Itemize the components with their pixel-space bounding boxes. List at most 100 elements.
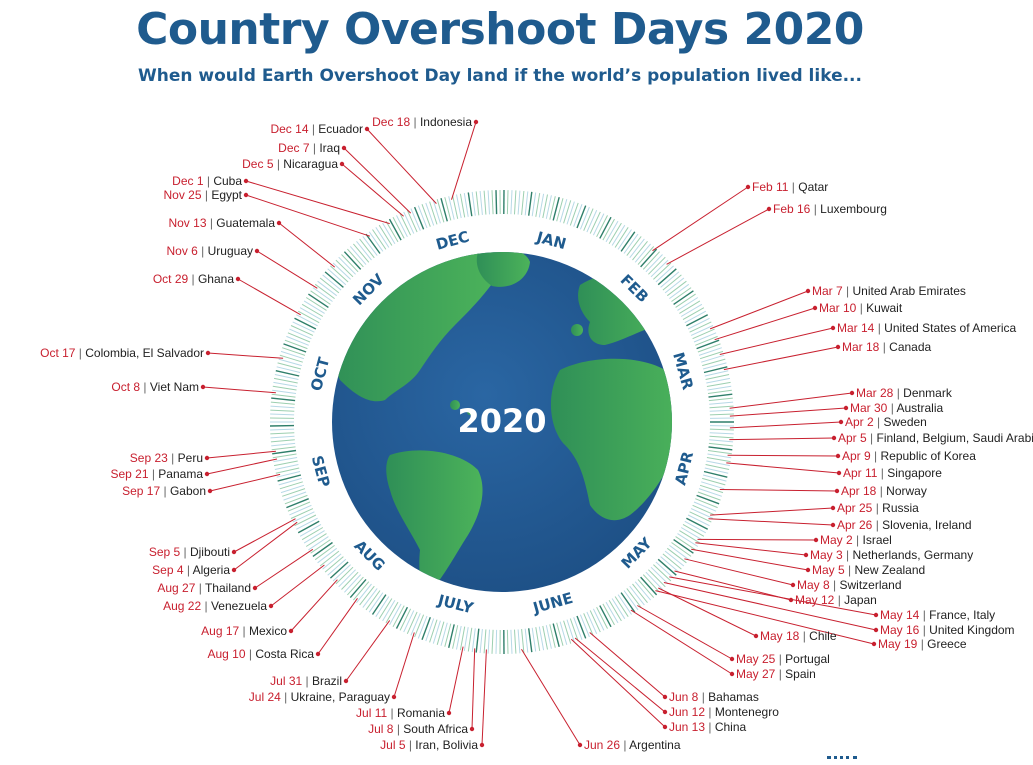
day-tick [456, 194, 462, 219]
country-name: Indonesia [419, 115, 472, 129]
day-tick [698, 488, 722, 497]
overshoot-date: May 5 [812, 563, 845, 577]
day-tick [702, 358, 726, 367]
day-tick [463, 627, 469, 651]
day-tick [284, 339, 308, 350]
day-tick [686, 517, 709, 530]
country-label: Sep 5 | Djibouti [149, 544, 230, 560]
overshoot-date: May 27 [736, 667, 776, 681]
day-tick [365, 590, 381, 611]
overshoot-date: Aug 27 [157, 581, 196, 595]
country-label: Nov 13 | Guatemala [168, 215, 275, 231]
leader-dot [805, 288, 811, 294]
day-tick [356, 240, 372, 261]
day-tick [344, 574, 362, 593]
country-name: Brazil [311, 674, 342, 688]
day-tick [270, 435, 295, 439]
country-name: Chile [809, 629, 837, 643]
label-separator: | [872, 518, 883, 532]
day-tick [675, 293, 696, 308]
day-tick [395, 606, 409, 629]
country-label: May 25 | Portugal [736, 651, 830, 667]
leader-dot [469, 726, 475, 732]
country-name: Finland, Belgium, Saudi Arabia [876, 431, 1033, 445]
leader-lines [200, 119, 879, 748]
day-tick [538, 626, 545, 651]
country-name: Slovenia, Ireland [882, 518, 972, 532]
day-tick [623, 233, 639, 254]
day-tick [669, 544, 690, 561]
label-separator: | [842, 284, 853, 298]
day-tick [459, 626, 466, 651]
day-tick [347, 248, 364, 268]
country-label: Nov 6 | Uruguay [166, 243, 253, 259]
day-tick [378, 224, 393, 246]
overshoot-date: May 2 [820, 533, 853, 547]
leader-line [723, 346, 839, 371]
day-tick [403, 610, 415, 633]
country-name: Ecuador [318, 122, 363, 136]
day-tick [602, 603, 615, 626]
label-separator: | [410, 115, 420, 129]
overshoot-date: Nov 25 [163, 188, 202, 202]
overshoot-date: Mar 14 [837, 321, 875, 335]
leader-line [270, 564, 325, 607]
label-separator: | [206, 216, 217, 230]
country-label: Dec 5 | Nicaragua [242, 156, 338, 172]
day-tick [353, 243, 370, 263]
day-tick [626, 588, 642, 608]
leader-dot [835, 453, 841, 459]
day-tick [375, 227, 390, 248]
day-tick [510, 190, 513, 215]
day-tick [327, 558, 347, 576]
label-separator: | [788, 180, 799, 194]
label-separator: | [873, 415, 884, 429]
country-label: Mar 14 | United States of America [837, 320, 1016, 336]
overshoot-date: Nov 6 [166, 244, 198, 258]
label-separator: | [874, 321, 885, 335]
leader-dot [479, 742, 485, 748]
day-tick [599, 216, 612, 239]
leader-dot [830, 505, 836, 511]
leader-line [729, 437, 835, 441]
day-tick [673, 539, 694, 554]
day-tick [538, 193, 545, 218]
day-tick [341, 571, 359, 590]
leader-dot [276, 220, 282, 226]
day-tick [707, 450, 732, 455]
day-tick [549, 624, 556, 648]
day-tick [671, 287, 692, 302]
country-name: Kuwait [866, 301, 903, 315]
leader-line [589, 632, 666, 698]
leader-line [448, 646, 464, 714]
overshoot-date: May 8 [797, 578, 830, 592]
country-name: Egypt [211, 188, 242, 202]
day-tick [629, 238, 645, 259]
overshoot-date: Dec 5 [242, 157, 274, 171]
day-tick [620, 592, 636, 613]
country-name: Djibouti [189, 545, 230, 559]
label-separator: | [188, 272, 198, 286]
day-tick [679, 300, 701, 314]
day-tick [559, 199, 568, 223]
day-tick [444, 197, 452, 221]
overshoot-date: Feb 16 [773, 202, 811, 216]
leader-line [233, 521, 298, 571]
day-tick [701, 354, 725, 363]
day-tick [274, 374, 299, 380]
day-tick [605, 220, 619, 243]
day-tick [693, 501, 717, 512]
label-separator: | [620, 738, 630, 752]
country-name: New Zealand [854, 563, 926, 577]
day-tick [272, 449, 297, 455]
day-tick [586, 611, 598, 635]
country-label: Dec 1 | Cuba [172, 173, 242, 189]
leader-dot [364, 126, 370, 132]
day-tick [272, 453, 297, 459]
day-tick [359, 238, 375, 259]
overshoot-date: May 19 [878, 637, 918, 651]
leader-line [245, 180, 390, 225]
day-tick [648, 569, 666, 588]
day-tick [274, 464, 299, 470]
day-tick [579, 206, 590, 230]
